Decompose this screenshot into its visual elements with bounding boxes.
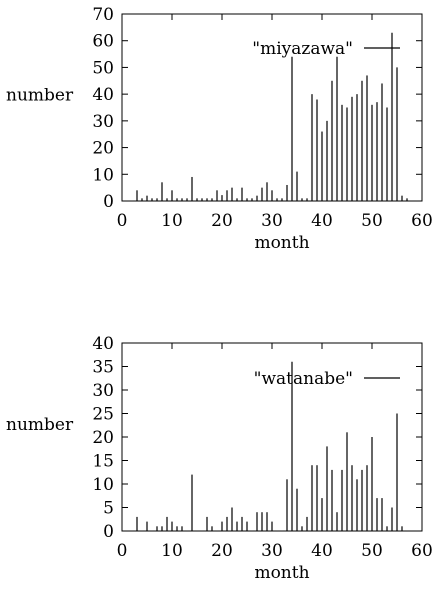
y-tick-label: 30 <box>92 112 114 132</box>
y-axis-title: number <box>6 86 74 106</box>
y-tick-label: 40 <box>92 85 114 105</box>
y-tick-label: 35 <box>92 358 114 378</box>
chart-2: 0 10 20 30 40 50 600510152025303540monthnumber… <box>6 334 433 583</box>
x-tick-label: 0 <box>117 211 128 231</box>
legend-label: "watanabe" <box>254 369 353 389</box>
x-tick-label: 60 <box>411 211 433 231</box>
x-axis-title: month <box>254 233 309 253</box>
x-tick-label: 0 <box>117 541 128 561</box>
legend-label: "miyazawa" <box>252 39 353 59</box>
x-axis-title: month <box>254 563 309 583</box>
x-tick-label: 40 <box>311 211 333 231</box>
y-tick-label: 20 <box>92 428 114 448</box>
x-tick-label: 50 <box>361 541 383 561</box>
x-tick-label: 10 <box>161 211 183 231</box>
x-tick-label: 30 <box>261 541 283 561</box>
x-tick-label: 60 <box>411 541 433 561</box>
y-tick-label: 0 <box>103 522 114 542</box>
x-tick-label: 20 <box>211 211 233 231</box>
y-tick-label: 30 <box>92 381 114 401</box>
y-tick-label: 60 <box>92 32 114 52</box>
y-tick-label: 50 <box>92 58 114 78</box>
y-tick-label: 10 <box>92 165 114 185</box>
x-tick-label: 10 <box>161 541 183 561</box>
x-tick-label: 30 <box>261 211 283 231</box>
y-tick-label: 20 <box>92 139 114 159</box>
x-tick-label: 20 <box>211 541 233 561</box>
y-tick-label: 10 <box>92 475 114 495</box>
x-tick-label: 50 <box>361 211 383 231</box>
y-tick-label: 70 <box>92 5 114 25</box>
x-tick-label: 40 <box>311 541 333 561</box>
y-tick-label: 25 <box>92 405 114 425</box>
y-axis-title: number <box>6 415 74 435</box>
y-tick-label: 15 <box>92 452 114 472</box>
chart-1: 0 10 20 30 40 50 60 0 10 20 30 40 50 60 70 month number "… <box>6 5 433 253</box>
y-tick-label: 0 <box>103 192 114 212</box>
y-tick-label: 5 <box>103 499 114 519</box>
y-tick-label: 40 <box>92 334 114 354</box>
